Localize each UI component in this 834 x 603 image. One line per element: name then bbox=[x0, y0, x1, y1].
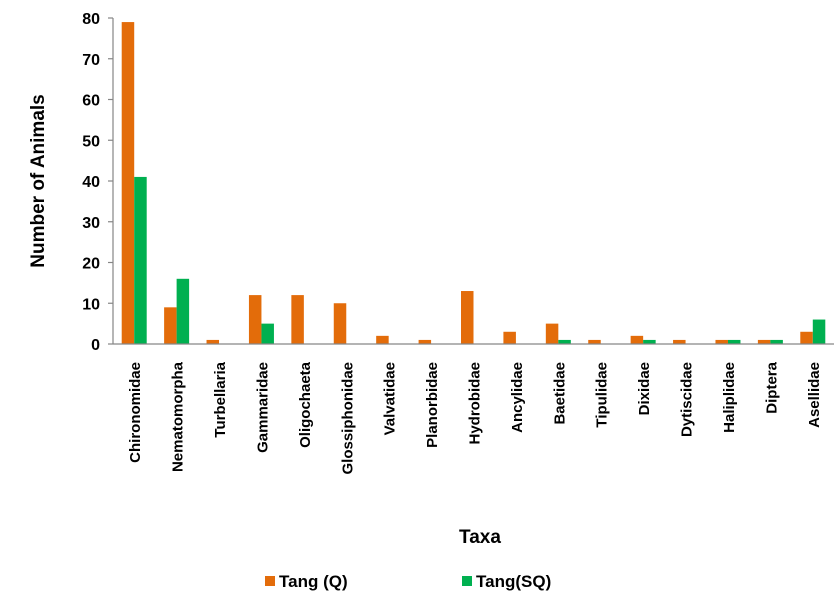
bar-series-1 bbox=[757, 339, 771, 344]
x-category-label: Oligochaeta bbox=[297, 361, 314, 448]
x-category-label: Gammaridae bbox=[254, 362, 271, 453]
y-tick-label: 10 bbox=[82, 296, 100, 313]
x-category-label: Hydrobidae bbox=[467, 362, 484, 445]
x-category-label: Valvatidae bbox=[382, 362, 399, 435]
y-tick-label: 60 bbox=[82, 93, 100, 110]
bar-series-1 bbox=[206, 339, 220, 344]
bars bbox=[121, 22, 826, 344]
category-labels: Chironomidae Nematomorpha Turbellaria Gamma… bbox=[127, 361, 823, 474]
bar-series-1 bbox=[461, 291, 474, 344]
legend-label: Tang(SQ) bbox=[476, 572, 551, 591]
legend-swatch bbox=[462, 576, 472, 586]
bar-series-2 bbox=[727, 339, 741, 344]
bar-series-2 bbox=[558, 339, 571, 344]
y-tick-label: 30 bbox=[82, 215, 100, 232]
x-category-label: Baetidae bbox=[551, 362, 568, 425]
y-tick-label: 80 bbox=[82, 11, 100, 28]
x-category-label: Turbellaria bbox=[212, 361, 229, 437]
bar-series-1 bbox=[630, 335, 644, 344]
bar-series-1 bbox=[333, 303, 347, 344]
x-category-label: Glossiphonidae bbox=[339, 362, 356, 475]
bar-series-1 bbox=[588, 339, 601, 344]
bar-series-1 bbox=[164, 307, 177, 344]
bar-series-1 bbox=[121, 22, 135, 344]
bar-series-1 bbox=[291, 295, 304, 344]
y-axis-ticks: 0 10 20 30 40 50 60 70 80 bbox=[82, 11, 113, 354]
legend-label: Tang (Q) bbox=[279, 572, 348, 591]
bar-series-2 bbox=[643, 339, 656, 344]
x-axis-title: Taxa bbox=[459, 527, 501, 548]
x-category-label: Diptera bbox=[763, 361, 780, 413]
x-category-label: Dytiscidae bbox=[679, 362, 696, 437]
bar-series-1 bbox=[715, 339, 728, 344]
legend: Tang (Q) Tang(SQ) bbox=[265, 572, 551, 591]
bar-series-1 bbox=[800, 331, 813, 344]
x-category-label: Planorbidae bbox=[424, 362, 441, 448]
x-category-label: Ancylidae bbox=[509, 362, 526, 433]
y-tick-label: 50 bbox=[82, 133, 100, 150]
y-tick-label: 0 bbox=[91, 337, 100, 354]
bar-series-1 bbox=[376, 335, 389, 344]
x-category-label: Tipulidae bbox=[594, 362, 611, 428]
bar-series-2 bbox=[770, 339, 783, 344]
y-tick-label: 70 bbox=[82, 52, 100, 69]
bar-series-1 bbox=[418, 339, 432, 344]
bar-series-1 bbox=[248, 295, 262, 344]
legend-swatch bbox=[265, 576, 275, 586]
bar-series-1 bbox=[503, 331, 516, 344]
y-tick-label: 40 bbox=[82, 174, 100, 191]
y-tick-label: 20 bbox=[82, 256, 100, 273]
bar-series-2 bbox=[176, 278, 190, 344]
bar-series-2 bbox=[134, 176, 147, 344]
x-category-label: Chironomidae bbox=[127, 362, 144, 463]
bar-series-1 bbox=[673, 339, 686, 344]
x-category-label: Haliplidae bbox=[721, 362, 738, 433]
x-category-label: Asellidae bbox=[806, 362, 823, 428]
x-category-label: Dixidae bbox=[636, 362, 653, 415]
y-axis-title: Number of Animals bbox=[28, 94, 49, 268]
bar-series-1 bbox=[545, 323, 559, 344]
bar-series-2 bbox=[812, 319, 826, 344]
bar-series-2 bbox=[261, 323, 274, 344]
x-category-label: Nematomorpha bbox=[170, 361, 187, 472]
